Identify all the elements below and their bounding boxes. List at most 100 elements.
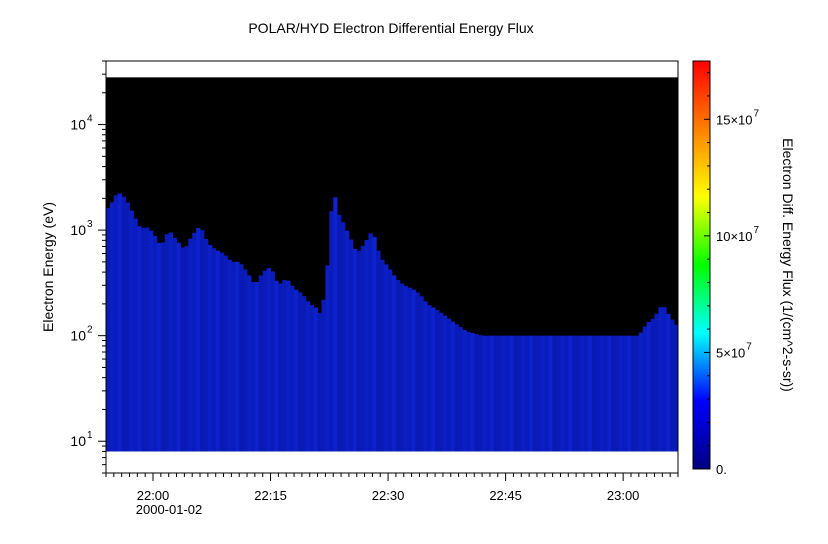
flux-column bbox=[384, 264, 389, 452]
flux-column bbox=[153, 235, 158, 452]
flux-column bbox=[180, 247, 185, 452]
flux-column bbox=[564, 335, 569, 452]
flux-column bbox=[462, 329, 467, 452]
flux-column bbox=[435, 310, 440, 452]
flux-column bbox=[176, 242, 181, 452]
flux-column bbox=[137, 226, 142, 452]
flux-column bbox=[650, 318, 655, 452]
flux-column bbox=[493, 335, 499, 452]
flux-column bbox=[599, 335, 604, 452]
flux-column bbox=[380, 259, 385, 452]
flux-column bbox=[254, 282, 260, 452]
flux-column bbox=[203, 238, 209, 452]
flux-column bbox=[341, 222, 346, 452]
flux-column bbox=[270, 271, 275, 452]
x-tick-label: 22:15 bbox=[254, 488, 287, 503]
flux-column bbox=[466, 331, 471, 452]
flux-column bbox=[595, 335, 601, 452]
x-tick-label: 22:45 bbox=[489, 488, 522, 503]
flux-column bbox=[211, 248, 217, 452]
flux-column bbox=[113, 195, 119, 452]
flux-column bbox=[294, 289, 299, 452]
flux-column bbox=[309, 305, 315, 452]
flux-column bbox=[321, 299, 326, 452]
flux-column bbox=[627, 335, 632, 452]
flux-column bbox=[376, 250, 381, 452]
colorbar-tick-label: 15×10 bbox=[716, 112, 753, 127]
colorbar-tick-exponent: 7 bbox=[754, 108, 760, 119]
flux-column bbox=[642, 326, 648, 452]
flux-column bbox=[129, 210, 134, 452]
flux-column bbox=[243, 269, 248, 452]
chart-title: POLAR/HYD Electron Differential Energy F… bbox=[248, 20, 533, 36]
flux-column bbox=[239, 264, 244, 452]
flux-column bbox=[266, 268, 271, 452]
flux-column bbox=[489, 335, 495, 452]
y-tick-exponent: 4 bbox=[87, 114, 93, 125]
flux-column bbox=[219, 252, 224, 452]
flux-column bbox=[109, 202, 115, 452]
y-tick-label: 10 bbox=[70, 222, 86, 238]
flux-column bbox=[207, 244, 213, 452]
flux-column bbox=[419, 296, 424, 452]
flux-column bbox=[439, 312, 444, 452]
x-axis: 22:00 22:15 22:30 22:45 23:00 bbox=[105, 473, 679, 503]
flux-column bbox=[454, 324, 460, 452]
flux-column bbox=[133, 218, 138, 452]
flux-column bbox=[145, 227, 150, 452]
flux-column bbox=[529, 335, 534, 452]
flux-column bbox=[615, 335, 620, 452]
flux-column bbox=[262, 270, 268, 452]
flux-column bbox=[630, 335, 636, 452]
x-date-label: 2000-01-02 bbox=[136, 502, 203, 517]
flux-column bbox=[290, 285, 295, 452]
flux-column bbox=[478, 335, 483, 452]
flux-column bbox=[168, 232, 174, 452]
plot-frame bbox=[105, 60, 679, 474]
flux-column bbox=[337, 214, 342, 452]
flux-column bbox=[560, 335, 565, 452]
flux-column bbox=[372, 236, 377, 452]
flux-column bbox=[117, 193, 123, 452]
flux-column bbox=[360, 245, 365, 452]
y-axis-label: Electron Energy (eV) bbox=[40, 202, 56, 332]
flux-column bbox=[160, 242, 166, 452]
y-tick-exponent: 1 bbox=[87, 430, 93, 441]
y-tick-exponent: 2 bbox=[87, 325, 93, 336]
flux-column bbox=[619, 335, 624, 452]
flux-column bbox=[658, 307, 663, 452]
flux-column bbox=[388, 269, 393, 452]
x-tick-label: 22:00 bbox=[137, 488, 170, 503]
flux-column bbox=[423, 301, 428, 452]
colorbar-tick-label: 0. bbox=[716, 462, 727, 477]
flux-column bbox=[442, 315, 448, 452]
flux-columns bbox=[106, 193, 679, 452]
flux-column bbox=[607, 335, 612, 452]
flux-column bbox=[513, 335, 518, 452]
flux-column bbox=[278, 283, 283, 452]
flux-column bbox=[450, 321, 456, 452]
flux-column bbox=[407, 287, 412, 452]
flux-column bbox=[446, 318, 452, 452]
flux-column bbox=[415, 292, 420, 452]
colorbar: 0.5×10 710×10 715×10 7 bbox=[692, 60, 760, 477]
flux-column bbox=[329, 211, 334, 452]
flux-column bbox=[325, 265, 330, 452]
flux-column bbox=[172, 237, 177, 452]
flux-column bbox=[517, 335, 522, 452]
flux-column bbox=[497, 335, 503, 452]
flux-column bbox=[505, 335, 510, 452]
flux-column bbox=[106, 208, 111, 452]
flux-column bbox=[583, 335, 589, 452]
y-tick-label: 10 bbox=[70, 117, 86, 133]
flux-column bbox=[364, 240, 369, 452]
flux-column bbox=[188, 238, 193, 452]
colorbar-scale bbox=[692, 60, 711, 470]
flux-column bbox=[556, 335, 561, 452]
flux-column bbox=[344, 230, 350, 452]
flux-column bbox=[313, 307, 318, 452]
flux-column bbox=[333, 197, 338, 452]
flux-column bbox=[156, 242, 162, 452]
flux-column bbox=[223, 255, 228, 452]
